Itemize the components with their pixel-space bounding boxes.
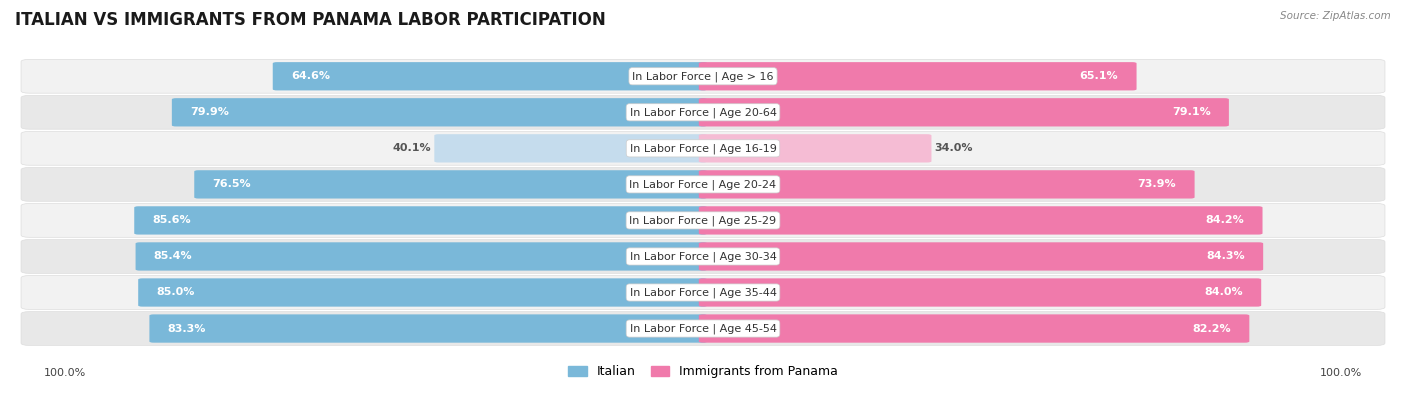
Text: In Labor Force | Age 16-19: In Labor Force | Age 16-19 — [630, 143, 776, 154]
FancyBboxPatch shape — [273, 62, 707, 90]
FancyBboxPatch shape — [149, 314, 707, 343]
FancyBboxPatch shape — [21, 167, 1385, 201]
FancyBboxPatch shape — [21, 239, 1385, 273]
FancyBboxPatch shape — [699, 278, 1261, 307]
FancyBboxPatch shape — [699, 62, 1136, 90]
FancyBboxPatch shape — [699, 134, 931, 162]
Text: 100.0%: 100.0% — [44, 368, 86, 378]
FancyBboxPatch shape — [434, 134, 707, 162]
Text: In Labor Force | Age 30-34: In Labor Force | Age 30-34 — [630, 251, 776, 262]
Legend: Italian, Immigrants from Panama: Italian, Immigrants from Panama — [562, 361, 844, 384]
FancyBboxPatch shape — [699, 206, 1263, 235]
Text: In Labor Force | Age 45-54: In Labor Force | Age 45-54 — [630, 323, 776, 334]
Text: In Labor Force | Age 20-24: In Labor Force | Age 20-24 — [630, 179, 776, 190]
Text: 65.1%: 65.1% — [1080, 71, 1118, 81]
Text: 85.0%: 85.0% — [156, 288, 195, 297]
Text: 83.3%: 83.3% — [167, 324, 207, 333]
FancyBboxPatch shape — [21, 59, 1385, 93]
FancyBboxPatch shape — [699, 314, 1250, 343]
Text: Source: ZipAtlas.com: Source: ZipAtlas.com — [1279, 11, 1391, 21]
FancyBboxPatch shape — [21, 132, 1385, 165]
Text: 79.1%: 79.1% — [1171, 107, 1211, 117]
Text: In Labor Force | Age 20-64: In Labor Force | Age 20-64 — [630, 107, 776, 118]
Text: 79.9%: 79.9% — [190, 107, 229, 117]
FancyBboxPatch shape — [194, 170, 707, 199]
Text: In Labor Force | Age 35-44: In Labor Force | Age 35-44 — [630, 287, 776, 298]
Text: In Labor Force | Age > 16: In Labor Force | Age > 16 — [633, 71, 773, 81]
Text: 40.1%: 40.1% — [392, 143, 432, 153]
FancyBboxPatch shape — [138, 278, 707, 307]
Text: 73.9%: 73.9% — [1137, 179, 1177, 189]
FancyBboxPatch shape — [172, 98, 707, 126]
Text: 82.2%: 82.2% — [1192, 324, 1232, 333]
FancyBboxPatch shape — [135, 242, 707, 271]
FancyBboxPatch shape — [134, 206, 707, 235]
FancyBboxPatch shape — [699, 242, 1263, 271]
Text: 85.4%: 85.4% — [153, 252, 193, 261]
FancyBboxPatch shape — [699, 170, 1195, 199]
FancyBboxPatch shape — [21, 203, 1385, 237]
Text: ITALIAN VS IMMIGRANTS FROM PANAMA LABOR PARTICIPATION: ITALIAN VS IMMIGRANTS FROM PANAMA LABOR … — [15, 11, 606, 29]
FancyBboxPatch shape — [21, 96, 1385, 129]
Text: 100.0%: 100.0% — [1320, 368, 1362, 378]
Text: 64.6%: 64.6% — [291, 71, 330, 81]
Text: In Labor Force | Age 25-29: In Labor Force | Age 25-29 — [630, 215, 776, 226]
FancyBboxPatch shape — [21, 276, 1385, 309]
FancyBboxPatch shape — [699, 98, 1229, 126]
Text: 84.0%: 84.0% — [1205, 288, 1243, 297]
Text: 76.5%: 76.5% — [212, 179, 252, 189]
Text: 34.0%: 34.0% — [934, 143, 973, 153]
Text: 85.6%: 85.6% — [152, 215, 191, 226]
Text: 84.2%: 84.2% — [1205, 215, 1244, 226]
Text: 84.3%: 84.3% — [1206, 252, 1244, 261]
FancyBboxPatch shape — [21, 312, 1385, 345]
